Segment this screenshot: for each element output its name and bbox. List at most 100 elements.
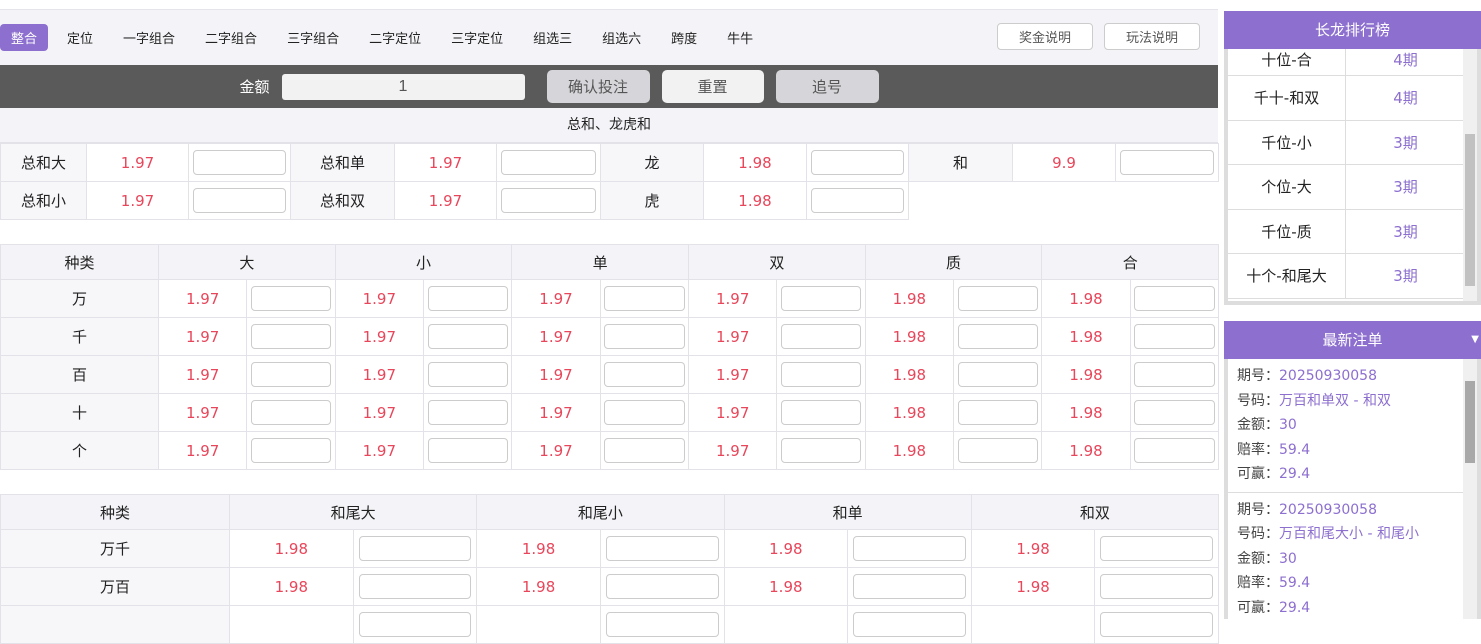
bet-input[interactable] <box>604 438 685 463</box>
bet-input[interactable] <box>427 324 508 349</box>
bet-input[interactable] <box>811 150 904 175</box>
ranking-name: 十位-合 <box>1228 49 1346 75</box>
bet-input[interactable] <box>501 150 596 175</box>
odds-value: 1.98 <box>864 431 955 470</box>
odds-value: 1.97 <box>394 181 497 220</box>
table-row: 万千 1.98 1.98 1.98 1.98 <box>0 529 1220 568</box>
order-amount-value: 30 <box>1279 417 1297 433</box>
order-number-label: 号码： <box>1237 392 1279 409</box>
odds-value: 1.97 <box>334 393 425 432</box>
bet-input[interactable] <box>957 324 1038 349</box>
confirm-bet-button[interactable]: 确认投注 <box>546 70 650 103</box>
bet-input[interactable] <box>1134 362 1215 387</box>
bet-input[interactable] <box>193 150 286 175</box>
input-cell <box>1129 431 1220 470</box>
bet-input[interactable] <box>780 286 862 311</box>
orders-scrollbar[interactable] <box>1463 359 1477 619</box>
bet-input[interactable] <box>193 188 286 213</box>
tab-7[interactable]: 组选三 <box>533 32 573 47</box>
bet-input[interactable] <box>605 536 719 561</box>
odds-value: 1.98 <box>703 181 807 220</box>
bet-input[interactable] <box>957 362 1038 387</box>
caret-down-icon[interactable]: ▼ <box>1471 334 1479 345</box>
bet-input[interactable] <box>1120 150 1214 175</box>
tab-6[interactable]: 三字定位 <box>451 32 504 47</box>
bet-input[interactable] <box>604 362 685 387</box>
bet-input[interactable] <box>1100 574 1214 599</box>
bet-input[interactable] <box>250 286 332 311</box>
bet-input[interactable] <box>1100 536 1214 561</box>
order-item: 期号：20250930058 号码：万百和单双 - 和双 金额：30 赔率：59.4 可… <box>1228 359 1465 493</box>
order-win-value: 29.4 <box>1279 599 1311 616</box>
bet-input[interactable] <box>811 188 904 213</box>
orders-title[interactable]: 最新注单 ▼ <box>1224 321 1481 359</box>
bet-input[interactable] <box>427 286 508 311</box>
bet-input[interactable] <box>427 438 508 463</box>
row-label: 万千 <box>0 529 230 568</box>
bet-input[interactable] <box>250 438 332 463</box>
row-label: 百 <box>0 355 159 394</box>
column-header: 小 <box>334 244 513 280</box>
bet-input[interactable] <box>1134 400 1215 425</box>
ranking-count: 3期 <box>1393 222 1418 241</box>
odds-value: 1.97 <box>688 393 778 432</box>
bet-input[interactable] <box>780 438 862 463</box>
tab-4[interactable]: 三字组合 <box>287 32 340 47</box>
column-header: 和双 <box>970 494 1220 530</box>
bet-input[interactable] <box>1134 324 1215 349</box>
tab-9[interactable]: 跨度 <box>671 32 698 47</box>
bet-input[interactable] <box>853 536 966 561</box>
bet-input[interactable] <box>605 574 719 599</box>
bet-input[interactable] <box>780 324 862 349</box>
bet-input[interactable] <box>427 400 508 425</box>
position-table: 种类大小单双质合万 1.97 1.97 1.97 1.97 1.98 1.98 千 1.97 1.… <box>0 244 1220 470</box>
tab-8[interactable]: 组选六 <box>602 32 642 47</box>
bet-input[interactable] <box>427 362 508 387</box>
bet-input[interactable] <box>957 286 1038 311</box>
bet-input[interactable] <box>250 400 332 425</box>
ranking-scrollbar[interactable] <box>1463 49 1477 301</box>
play-type-nav: 整合 定位 一字组合 二字组合 三字组合 二字定位 三字定位 组选三 组选六 跨度 牛牛 奖金说明 玩… <box>0 10 1218 65</box>
tab-2[interactable]: 一字组合 <box>123 32 176 47</box>
input-cell <box>1094 567 1220 606</box>
ranking-name: 千位-小 <box>1228 120 1346 164</box>
rules-button[interactable]: 玩法说明 <box>1104 23 1200 50</box>
bet-input[interactable] <box>250 324 332 349</box>
bet-input[interactable] <box>250 362 332 387</box>
column-header: 和单 <box>723 494 972 530</box>
tab-1[interactable]: 定位 <box>67 32 94 47</box>
odds-value: 1.98 <box>703 143 807 182</box>
odds-value: 1.98 <box>970 529 1096 568</box>
prize-info-button[interactable]: 奖金说明 <box>997 23 1093 50</box>
bet-input[interactable] <box>604 286 685 311</box>
tab-5[interactable]: 二字定位 <box>369 32 422 47</box>
tab-3[interactable]: 二字组合 <box>205 32 258 47</box>
reset-button[interactable]: 重置 <box>661 70 764 103</box>
ranking-count: 4期 <box>1393 89 1418 108</box>
chase-button[interactable]: 追号 <box>775 70 879 103</box>
input-cell <box>953 317 1043 356</box>
bet-input[interactable] <box>957 438 1038 463</box>
section-title: 总和、龙虎和 <box>0 108 1218 143</box>
input-cell <box>1094 605 1220 644</box>
bet-input[interactable] <box>604 324 685 349</box>
bet-input[interactable] <box>780 362 862 387</box>
order-issue-label: 期号： <box>1237 501 1279 518</box>
bet-input[interactable] <box>1134 286 1215 311</box>
bet-input[interactable] <box>604 400 685 425</box>
order-odds-label: 赔率： <box>1237 575 1279 591</box>
bet-input[interactable] <box>780 400 862 425</box>
bet-input[interactable] <box>853 574 966 599</box>
bet-input[interactable] <box>358 536 472 561</box>
bet-input[interactable] <box>358 574 472 599</box>
amount-input[interactable] <box>281 73 525 100</box>
tab-10[interactable]: 牛牛 <box>727 32 754 47</box>
tab-0[interactable]: 整合 <box>0 24 49 51</box>
bet-input[interactable] <box>957 400 1038 425</box>
order-win: 可赢：29.4 <box>1237 462 1456 487</box>
bet-input[interactable] <box>1134 438 1215 463</box>
ranking-count: 4期 <box>1393 50 1418 69</box>
input-cell <box>806 143 909 182</box>
bet-input[interactable] <box>501 188 596 213</box>
row-label: 个 <box>0 431 159 470</box>
